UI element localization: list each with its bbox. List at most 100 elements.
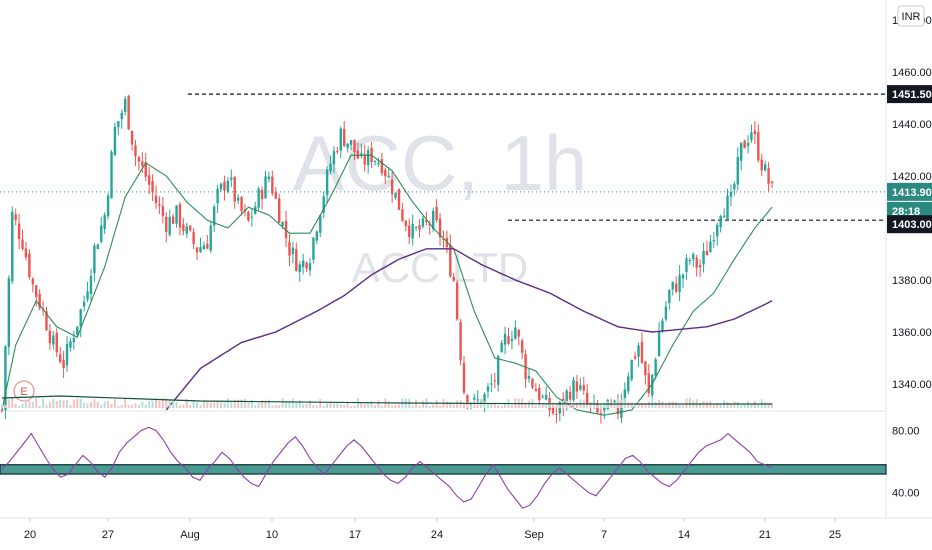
candle-body[interactable]	[753, 130, 757, 135]
candle-body[interactable]	[438, 218, 442, 238]
candle-body[interactable]	[432, 210, 435, 230]
candle-body[interactable]	[226, 180, 230, 192]
candle-body[interactable]	[377, 162, 380, 165]
candle-body[interactable]	[544, 394, 548, 400]
candle-body[interactable]	[630, 359, 633, 380]
candle-body[interactable]	[671, 281, 674, 290]
candle-body[interactable]	[750, 132, 753, 141]
candle-body[interactable]	[651, 374, 654, 396]
candle-body[interactable]	[161, 206, 165, 216]
candle-body[interactable]	[35, 285, 38, 297]
candle-body[interactable]	[514, 327, 517, 339]
candle-body[interactable]	[96, 244, 100, 250]
candle-body[interactable]	[637, 345, 640, 357]
candle-body[interactable]	[219, 183, 223, 190]
candle-body[interactable]	[541, 396, 544, 398]
candle-body[interactable]	[517, 330, 520, 337]
candle-body[interactable]	[281, 222, 284, 226]
candle-body[interactable]	[507, 336, 510, 344]
candle-body[interactable]	[21, 239, 24, 249]
candle-body[interactable]	[206, 243, 209, 249]
candle-body[interactable]	[644, 361, 647, 376]
candle-body[interactable]	[48, 330, 52, 344]
candle-body[interactable]	[411, 223, 414, 239]
candle-body[interactable]	[165, 216, 168, 233]
candle-body[interactable]	[28, 253, 31, 278]
candle-body[interactable]	[312, 237, 315, 260]
candle-body[interactable]	[647, 373, 650, 394]
candle-body[interactable]	[520, 340, 524, 353]
candle-body[interactable]	[442, 238, 445, 240]
candle-body[interactable]	[147, 175, 151, 185]
candle-body[interactable]	[106, 195, 110, 217]
candle-body[interactable]	[698, 265, 702, 268]
candle-body[interactable]	[274, 192, 277, 199]
candle-body[interactable]	[401, 209, 404, 221]
candle-body[interactable]	[199, 247, 202, 252]
candle-body[interactable]	[120, 112, 123, 120]
candle-body[interactable]	[387, 175, 390, 178]
candle-body[interactable]	[346, 143, 349, 148]
candle-body[interactable]	[726, 195, 729, 220]
candle-body[interactable]	[144, 162, 147, 177]
candle-body[interactable]	[770, 181, 774, 184]
candle-body[interactable]	[100, 225, 103, 242]
candle-body[interactable]	[89, 276, 93, 294]
candle-body[interactable]	[404, 220, 408, 227]
candle-body[interactable]	[349, 140, 353, 145]
candle-body[interactable]	[72, 337, 76, 343]
moving-average-fast[interactable]	[1, 154, 773, 416]
candle-body[interactable]	[746, 142, 750, 147]
candle-body[interactable]	[459, 321, 462, 361]
candle-body[interactable]	[329, 163, 332, 172]
candle-body[interactable]	[291, 247, 295, 254]
candle-body[interactable]	[113, 126, 117, 155]
candle-body[interactable]	[250, 216, 254, 218]
candle-body[interactable]	[394, 192, 397, 198]
candle-body[interactable]	[271, 176, 274, 194]
candle-body[interactable]	[247, 211, 250, 221]
price-axis[interactable]: 1340.001360.001380.001400.001420.001440.…	[892, 15, 932, 391]
candle-body[interactable]	[24, 248, 28, 258]
candle-body[interactable]	[284, 220, 288, 239]
candle-body[interactable]	[363, 154, 366, 165]
candle-body[interactable]	[466, 395, 469, 404]
candle-body[interactable]	[17, 223, 21, 240]
candle-body[interactable]	[319, 215, 322, 233]
candle-body[interactable]	[339, 128, 342, 151]
currency-badge[interactable]: INR	[897, 5, 925, 27]
candle-body[interactable]	[760, 159, 763, 171]
candle-body[interactable]	[767, 168, 770, 184]
candle-body[interactable]	[298, 264, 301, 272]
candle-body[interactable]	[230, 177, 233, 180]
candle-body[interactable]	[661, 320, 664, 332]
candle-body[interactable]	[716, 224, 719, 237]
candle-body[interactable]	[627, 376, 630, 392]
candle-body[interactable]	[435, 207, 438, 221]
candle-body[interactable]	[301, 260, 305, 268]
candle-body[interactable]	[493, 380, 496, 382]
candle-body[interactable]	[158, 204, 161, 206]
candle-body[interactable]	[65, 343, 69, 366]
candle-body[interactable]	[668, 290, 671, 304]
candle-body[interactable]	[189, 225, 192, 231]
candle-body[interactable]	[702, 251, 705, 265]
candle-body[interactable]	[264, 176, 267, 199]
candle-body[interactable]	[0, 409, 4, 411]
candle-body[interactable]	[596, 404, 599, 413]
candle-body[interactable]	[654, 359, 657, 377]
candle-body[interactable]	[572, 379, 575, 401]
candle-body[interactable]	[353, 139, 356, 153]
candle-body[interactable]	[425, 219, 428, 222]
candle-body[interactable]	[733, 183, 736, 190]
candle-body[interactable]	[531, 378, 534, 388]
candle-body[interactable]	[202, 245, 206, 250]
candle-body[interactable]	[421, 218, 425, 227]
candle-body[interactable]	[336, 151, 339, 153]
candle-body[interactable]	[82, 301, 86, 307]
candle-body[interactable]	[325, 169, 329, 196]
candle-body[interactable]	[709, 241, 712, 252]
candle-body[interactable]	[657, 331, 661, 357]
candle-body[interactable]	[452, 276, 455, 281]
candle-body[interactable]	[613, 400, 616, 402]
